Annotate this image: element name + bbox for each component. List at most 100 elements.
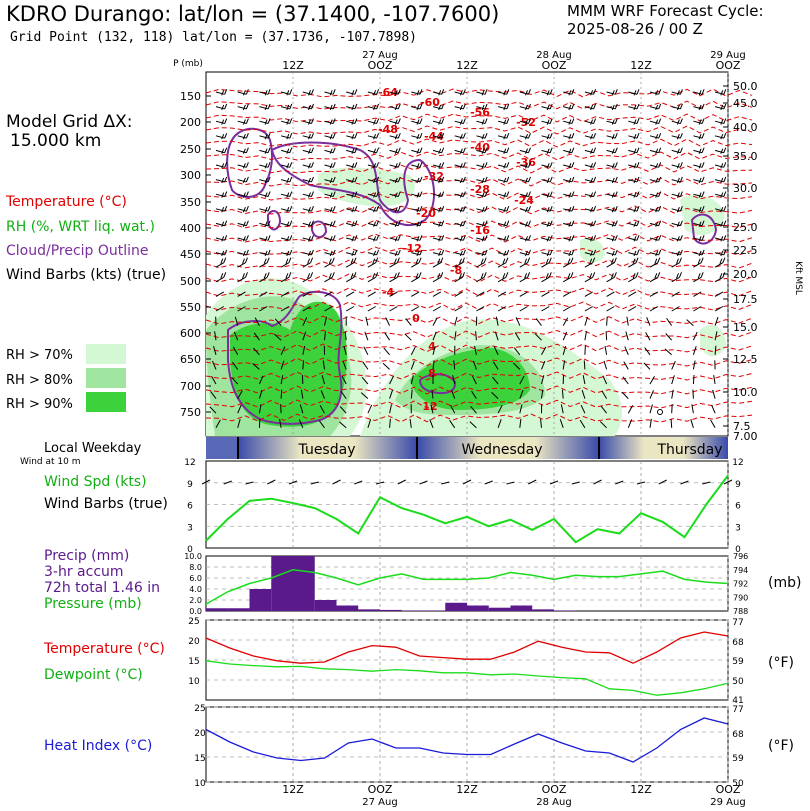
wind-barb-flag [373,250,377,257]
wind-barb [649,404,653,414]
wind-barb-flag [438,148,442,154]
wind-barb [346,149,356,154]
wind-barb [302,237,312,241]
wind-barb-flag [459,177,463,184]
wind-barb [404,333,412,341]
wind-barb-flag [546,236,550,242]
wind-barb [714,316,719,326]
wind-barb-flag [679,249,683,256]
wind-tick-left: 3 [187,523,193,533]
wind-barb-flag [329,192,333,198]
wind-barb-flag [332,235,336,241]
wind-barb [411,262,420,268]
wind-barb [410,346,416,356]
wind-barb-flag [549,103,553,110]
wind-barb-flag [311,249,314,256]
forecast-cycle-value: 2025-08-26 / 00 Z [567,20,703,38]
wind-barb-flag [679,257,682,263]
wind-barb [476,106,486,110]
wind-barb-flag [419,118,423,124]
wind-barb-flag [459,163,463,169]
wind-barb-flag [568,192,572,198]
wind-barb-flag [676,90,680,96]
wind-barb-flag [438,221,442,227]
wind-barb [584,262,593,268]
wind-barb [584,193,594,198]
wind-barb [280,193,290,198]
wind-barb-flag [376,205,380,212]
precip-tick: 0.0 [189,607,202,616]
wind-barb [666,317,673,326]
wind-barb [280,237,290,241]
wind-barb-flag [593,89,597,95]
wind-barb [686,319,694,326]
wind-barb-flag [593,103,597,110]
pressure-tick: 350 [180,196,201,209]
wind-barb [432,91,442,95]
wind-barb-flag [438,90,442,96]
wind-barb-flag [286,177,290,184]
wind-barb [280,276,290,283]
isotherm-15 [205,287,753,297]
wind-barb-flag [267,220,271,226]
wind-barb [562,317,569,326]
day-name: Wednesday [461,442,542,458]
wind-barb [432,135,442,139]
wind-barb [606,164,616,168]
wind-barb [432,306,442,312]
wind-barb-flag [245,132,249,139]
wind-barb-flag [676,177,680,184]
wind-barb [382,362,390,370]
wind-barb-flag [701,162,705,168]
wind-barb-flag [720,163,724,169]
wind-barb-flag [636,205,640,212]
wind-barb [389,208,399,212]
wind-barb-flag [245,249,249,256]
wind-barb-flag [698,236,702,242]
precip-bar [227,608,250,611]
wind-barb [215,306,225,312]
wind-barb-flag [528,132,531,139]
wind-barb [432,149,442,154]
wind-barb-flag [548,257,552,263]
day-name: Thursday [656,442,722,458]
wind-barb-flag [723,176,727,183]
wind-barb-flag [525,133,528,140]
wind-barb [628,149,638,154]
wind-barb [259,276,268,283]
wind-barb-flag [636,235,640,241]
wind-barb [367,179,377,183]
temp-tick-right: 59 [732,657,744,667]
wind-barb-flag [354,162,358,168]
wind-barb [432,237,442,241]
day-band-prev [206,437,238,459]
wind-barb [649,164,659,168]
wind-barb-flag [676,221,680,227]
wind-barb-flag [307,258,311,264]
wind-barb [411,120,421,125]
wind-barb-flag [568,236,572,242]
wind-barb-flag [224,205,228,212]
wind-barb [519,208,529,212]
wind-barb-flag [636,249,640,256]
wind-barb [671,164,681,168]
wind-barb-flag [289,249,293,256]
surface-wind-barb [267,479,276,485]
wind-barb [324,193,334,198]
wind-barb-flag [264,119,268,125]
temp-tick-left: 25 [188,617,199,627]
surface-wind-barb [636,481,646,485]
wind-barb [519,262,528,268]
legend-rh: RH (%, WRT liq. wat.) [6,219,155,235]
wind-barb-flag [376,162,380,168]
precip-bar [488,607,511,611]
wind-barb-flag [462,132,466,139]
wind-barb [237,252,247,256]
wind-barb-flag [224,235,228,241]
wind-barb-flag [351,133,355,140]
wind-barb [389,222,399,227]
wind-barb [324,135,334,139]
wind-barb [345,291,355,297]
wind-barb-flag [505,272,509,278]
wind-barb-flag [354,176,358,183]
